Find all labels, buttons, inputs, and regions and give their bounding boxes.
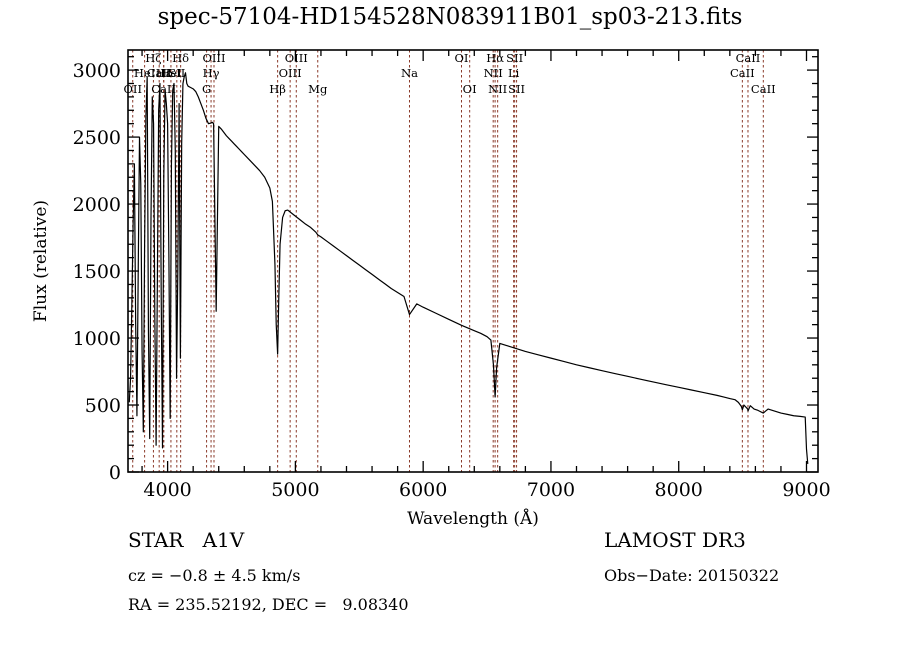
line-label-OI: OI: [455, 51, 469, 65]
line-label-H: Hβ: [269, 82, 286, 96]
line-label-CaII: CaII: [751, 82, 776, 96]
observation-date: Obs−Date: 20150322: [604, 566, 780, 585]
line-label-NII: NII: [484, 66, 503, 80]
line-label-OIII: OIII: [279, 66, 302, 80]
metadata-right: LAMOST DR3 Obs−Date: 20150322: [604, 528, 779, 585]
line-label-H: Hα: [486, 51, 504, 65]
spectrum-trace: [128, 72, 809, 465]
line-label-Na: Na: [401, 66, 418, 80]
line-label-CaII: CaII: [147, 66, 172, 80]
line-label-group: CaIICaIIHζHeIOIIHεHδHeISIIOIIIHγGOIIIOII…: [123, 51, 775, 96]
line-label-SII: SII: [168, 66, 185, 80]
x-axis-title: Wavelength (Å): [407, 508, 539, 529]
line-label-H: Hε: [156, 66, 172, 80]
metadata-panel: STAR A1V cz = −0.8 ± 4.5 km/s RA = 235.5…: [0, 528, 900, 648]
page-title: spec-57104-HD154528N083911B01_sp03-213.f…: [157, 4, 743, 30]
x-tick-label: 9000: [782, 479, 830, 501]
object-class: STAR: [128, 528, 184, 552]
line-label-H: Hδ: [172, 51, 189, 65]
line-label-H: Hζ: [145, 51, 161, 65]
y-tick-label: 0: [109, 462, 121, 484]
x-tick-label: 7000: [527, 479, 575, 501]
line-label-CaII: CaII: [736, 51, 761, 65]
line-label-CaII: CaII: [151, 82, 176, 96]
y-axis: 0 500 1000 1500 2000 2500 3000 Flux (relative): [31, 56, 818, 484]
line-label-OI: OI: [463, 82, 477, 96]
line-label-OII: OII: [123, 82, 142, 96]
y-tick-label: 2500: [73, 127, 121, 149]
line-label-SII: SII: [506, 51, 523, 65]
line-label-CaII: CaII: [730, 66, 755, 80]
line-label-Li: Li: [508, 66, 520, 80]
line-label-H: Hγ: [203, 66, 220, 80]
y-tick-label: 1500: [73, 261, 121, 283]
line-label-G: G: [202, 82, 211, 96]
line-label-OIII: OIII: [202, 51, 225, 65]
spectral-type: A1V: [202, 528, 245, 552]
y-tick-label: 1000: [73, 328, 121, 350]
line-label-OIII: OIII: [285, 51, 308, 65]
line-label-Mg: Mg: [308, 82, 328, 96]
y-axis-title: Flux (relative): [31, 200, 51, 322]
x-axis: 4000 5000 6000 7000 8000 9000 Wavelength (Å): [141, 50, 831, 529]
x-tick-label: 4000: [143, 479, 191, 501]
line-label-HeI: HeI: [134, 66, 155, 80]
x-tick-label: 8000: [655, 479, 703, 501]
y-tick-label: 2000: [73, 194, 121, 216]
survey-name: LAMOST DR3: [604, 528, 746, 552]
y-tick-label: 500: [85, 395, 121, 417]
x-tick-label: 5000: [271, 479, 319, 501]
line-label-SII: SII: [508, 82, 525, 96]
line-label-HeI: HeI: [160, 66, 181, 80]
plot-frame: [127, 49, 819, 473]
coordinates: RA = 235.52192, DEC = 9.08340: [128, 595, 409, 614]
x-tick-label: 6000: [399, 479, 447, 501]
metadata-left: STAR A1V cz = −0.8 ± 4.5 km/s RA = 235.5…: [128, 528, 409, 614]
line-label-NII: NII: [488, 82, 507, 96]
plot-background: [128, 50, 818, 472]
redshift-velocity: cz = −0.8 ± 4.5 km/s: [128, 566, 301, 585]
y-tick-label: 3000: [73, 60, 121, 82]
